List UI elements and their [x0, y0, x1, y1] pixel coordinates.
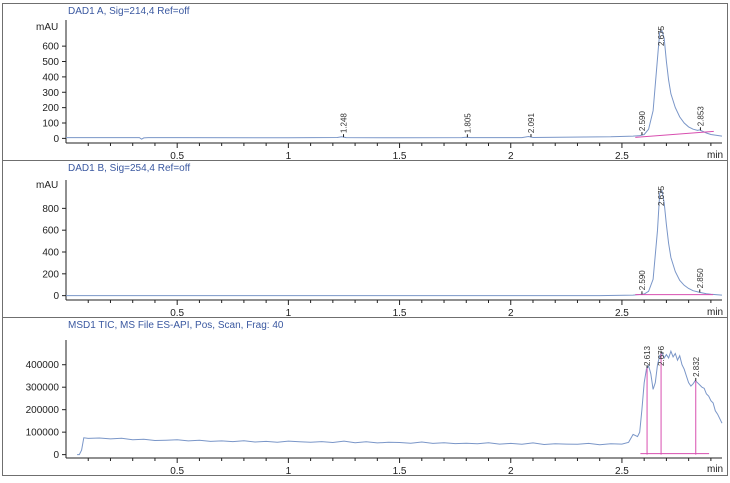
y-tick-label: 800	[42, 204, 59, 215]
y-tick-label: 400000	[26, 360, 60, 371]
y-tick-label: 600	[42, 42, 59, 53]
peak-label: 2.675	[657, 185, 666, 206]
x-tick-label: 2	[508, 308, 514, 319]
peak-label: 1.248	[340, 113, 349, 134]
panel-frame-dad1b	[2, 160, 728, 318]
chart-panel-dad1b: 0 200 400 600 800 0.5 1 1.5 2 2.5 2.590 2.675 2.850	[42, 180, 723, 319]
peak-label: 2.675	[657, 25, 666, 46]
x-tick-label: 1.5	[393, 466, 407, 477]
x-tick-label: 2.5	[615, 466, 629, 477]
x-unit-label-dad1b: min	[707, 307, 723, 318]
peak-label: 2.676	[657, 345, 666, 366]
signal-trace	[66, 30, 723, 140]
panel-frame-msd1-tic	[2, 317, 728, 476]
y-tick-label: 200000	[26, 405, 60, 416]
y-tick-label: 0	[53, 450, 59, 461]
x-tick-label: 2	[508, 151, 514, 162]
panel-title-dad1a: DAD1 A, Sig=214,4 Ref=off	[68, 6, 190, 17]
y-tick-label: 500	[42, 57, 59, 68]
y-tick-label: 600	[42, 226, 59, 237]
y-tick-label: 0	[53, 134, 59, 145]
x-tick-label: 2.5	[615, 308, 629, 319]
chart-panel-dad1a: 0 100 200 300 400 500 600 0.5 1 1.5 2 2.5 1.248 1.805…	[42, 20, 723, 162]
x-tick-label: 2.5	[615, 151, 629, 162]
y-tick-label: 200	[42, 269, 59, 280]
y-unit-label-dad1a: mAU	[36, 22, 58, 33]
signal-trace	[77, 349, 723, 456]
x-tick-label: 1	[286, 151, 292, 162]
chart-panel-msd1-tic: 0 100000 200000 300000 400000 0.5 1 1.5 2 2.5 2.61…	[26, 340, 723, 477]
y-tick-label: 400	[42, 248, 59, 259]
y-tick-label: 0	[53, 291, 59, 302]
peak-label: 2.832	[692, 356, 701, 377]
x-unit-label-msd1-tic: min	[707, 464, 723, 475]
x-tick-label: 0.5	[170, 308, 184, 319]
peak-label: 2.853	[696, 106, 705, 127]
peak-label: 2.850	[696, 268, 705, 289]
panel-title-dad1b: DAD1 B, Sig=254,4 Ref=off	[68, 163, 190, 174]
integration-baseline	[635, 130, 714, 138]
y-tick-label: 400	[42, 72, 59, 83]
x-tick-label: 1	[286, 308, 292, 319]
y-tick-label: 300000	[26, 383, 60, 394]
x-tick-label: 1	[286, 466, 292, 477]
x-unit-label-dad1a: min	[707, 150, 723, 161]
y-tick-label: 100	[42, 119, 59, 130]
x-tick-label: 0.5	[170, 466, 184, 477]
x-tick-label: 2	[508, 466, 514, 477]
y-tick-label: 200	[42, 103, 59, 114]
peak-label: 2.590	[638, 111, 647, 132]
y-tick-label: 300	[42, 88, 59, 99]
peak-label: 1.805	[463, 113, 472, 134]
x-tick-label: 1.5	[393, 151, 407, 162]
panel-title-msd1-tic: MSD1 TIC, MS File ES-API, Pos, Scan, Fra…	[68, 320, 284, 331]
peak-label: 2.590	[638, 270, 647, 291]
peak-label: 2.091	[527, 112, 536, 133]
x-tick-label: 0.5	[170, 151, 184, 162]
y-unit-label-dad1b: mAU	[36, 180, 58, 191]
peak-label: 2.613	[643, 345, 652, 366]
y-tick-label: 100000	[26, 428, 60, 439]
signal-trace	[66, 189, 723, 297]
x-tick-label: 1.5	[393, 308, 407, 319]
